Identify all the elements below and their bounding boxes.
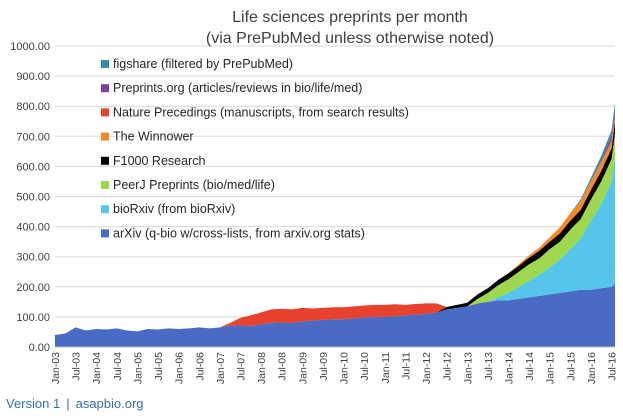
x-tick-label: Jan-09 (297, 352, 309, 384)
area-series (55, 102, 615, 347)
legend-entry: Preprints.org (articles/reviews in bio/l… (113, 81, 362, 95)
x-tick-label: Jul-15 (565, 352, 577, 381)
y-tick-label: 900.00 (16, 71, 50, 83)
legend-swatch (101, 132, 109, 141)
x-tick-label: Jul-06 (194, 352, 206, 381)
x-tick-label: Jan-06 (174, 352, 186, 384)
x-tick-label: Jan-16 (586, 352, 598, 384)
y-tick-label: 0.00 (29, 342, 50, 354)
x-tick-label: Jan-13 (462, 352, 474, 384)
x-tick-label: Jul-05 (153, 352, 165, 381)
x-tick-label: Jul-08 (277, 352, 289, 381)
x-tick-label: Jan-08 (256, 352, 268, 384)
legend-entry: Nature Precedings (manuscripts, from sea… (113, 105, 409, 119)
x-tick-label: Jan-10 (339, 352, 351, 384)
legend-swatch (101, 229, 109, 238)
legend-swatch (101, 84, 109, 93)
legend-swatch (101, 60, 109, 68)
legend-entry: F1000 Research (113, 154, 205, 168)
x-tick-label: Jan-14 (503, 352, 515, 384)
x-tick-label: Jan-12 (421, 352, 433, 384)
y-tick-label: 200.00 (16, 282, 50, 294)
x-axis-labels: Jan-03 Jul-03 Jan-04 Jul-04 Jan-05 Jul-05 Jan-… (50, 352, 619, 384)
x-tick-label: Jan-05 (132, 352, 144, 384)
legend-entry: The Winnower (113, 130, 194, 144)
legend: figshare (filtered by PrePubMed) Preprint… (101, 57, 409, 240)
legend-swatch (101, 156, 109, 165)
stacked-area-chart: 0.00 100.00 200.00 300.00 400.00 500.00 600.00… (10, 9, 619, 384)
legend-swatch (101, 108, 109, 117)
chart-title-line-1: Life sciences preprints per month (232, 9, 468, 26)
x-tick-label: Jan-11 (380, 352, 392, 383)
legend-swatch (101, 205, 109, 214)
y-tick-label: 600.00 (16, 161, 50, 173)
legend-entry: PeerJ Preprints (bio/med/life) (113, 178, 275, 192)
x-tick-label: Jan-03 (50, 352, 62, 384)
y-tick-label: 400.00 (16, 222, 50, 234)
y-tick-label: 1000.00 (10, 41, 50, 53)
x-tick-label: Jul-11 (400, 352, 412, 380)
x-tick-label: Jul-13 (483, 352, 495, 381)
x-tick-label: Jan-15 (545, 352, 557, 384)
y-tick-label: 700.00 (16, 131, 50, 143)
x-tick-label: Jul-14 (524, 352, 536, 381)
y-tick-label: 800.00 (16, 101, 50, 113)
version-label: Version 1 (6, 396, 61, 411)
x-tick-label: Jul-10 (359, 352, 371, 381)
footer: Version 1 | asapbio.org (6, 396, 144, 411)
x-tick-label: Jul-09 (318, 352, 330, 381)
y-axis-labels: 0.00 100.00 200.00 300.00 400.00 500.00 600.00… (10, 41, 50, 354)
x-tick-label: Jan-07 (215, 352, 227, 384)
x-tick-label: Jul-04 (112, 352, 124, 381)
y-tick-label: 300.00 (16, 252, 50, 264)
area-series-1 (55, 283, 615, 347)
legend-entry: arXiv (q-bio w/cross-lists, from arxiv.o… (113, 226, 365, 240)
footer-separator: | (66, 396, 70, 411)
x-tick-label: Jul-16 (607, 352, 619, 381)
legend-entry: figshare (filtered by PrePubMed) (113, 57, 293, 71)
x-tick-label: Jan-04 (91, 352, 103, 384)
x-tick-label: Jul-07 (236, 352, 248, 381)
y-tick-label: 500.00 (16, 192, 50, 204)
legend-swatch (101, 181, 109, 189)
y-tick-label: 100.00 (16, 312, 50, 324)
site-link[interactable]: asapbio.org (75, 396, 144, 411)
x-tick-label: Jul-12 (442, 352, 454, 381)
chart-title-line-2: (via PrePubMed unless otherwise noted) (206, 30, 494, 47)
x-tick-label: Jul-03 (71, 352, 83, 381)
legend-entry: bioRxiv (from bioRxiv) (113, 202, 235, 216)
gridlines (55, 45, 615, 348)
